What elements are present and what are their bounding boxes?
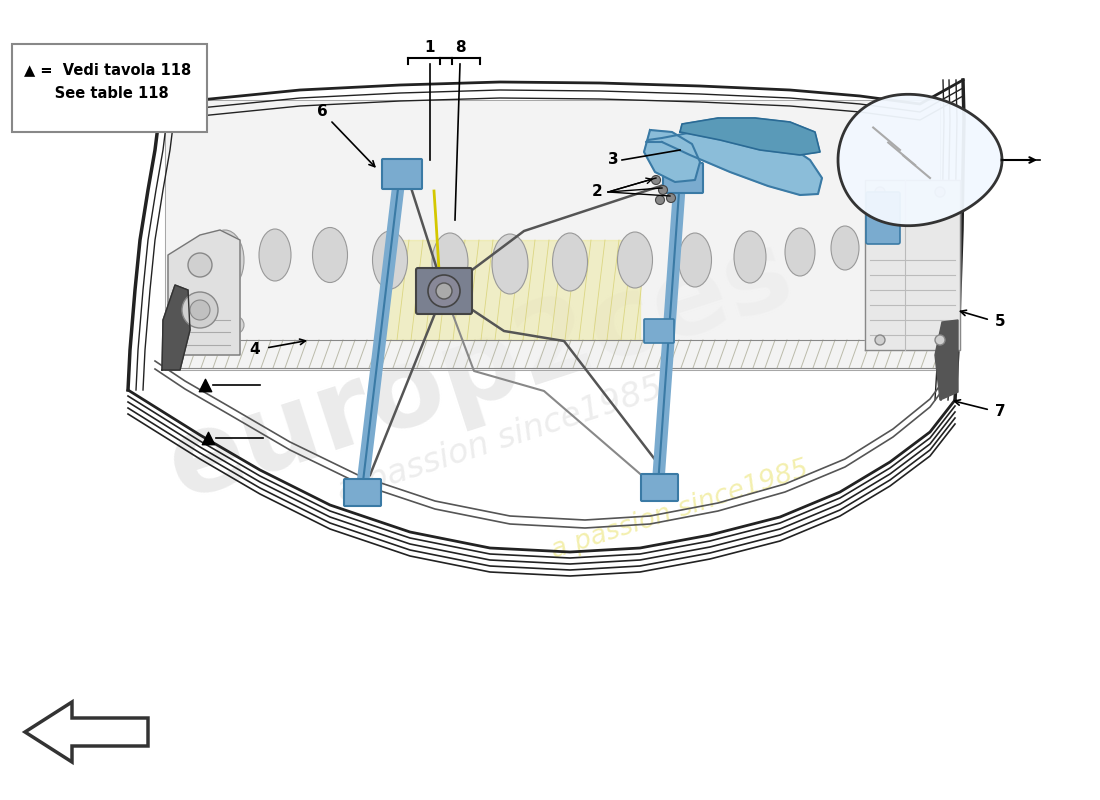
Ellipse shape [258, 229, 292, 281]
Text: See table 118: See table 118 [24, 86, 168, 101]
Text: 5: 5 [994, 314, 1005, 330]
Polygon shape [162, 285, 190, 370]
Circle shape [651, 175, 660, 185]
FancyBboxPatch shape [382, 159, 422, 189]
FancyBboxPatch shape [644, 319, 674, 343]
Polygon shape [838, 94, 1002, 226]
Polygon shape [646, 132, 822, 195]
Circle shape [190, 300, 210, 320]
Ellipse shape [206, 230, 244, 290]
Polygon shape [379, 240, 640, 340]
Circle shape [436, 283, 452, 299]
Polygon shape [644, 130, 700, 182]
Circle shape [901, 313, 918, 331]
Text: 8: 8 [454, 41, 465, 55]
Ellipse shape [830, 226, 859, 270]
Text: 1: 1 [425, 41, 436, 55]
Point [196, 378, 213, 391]
Circle shape [667, 194, 675, 202]
Circle shape [188, 253, 212, 277]
Text: ▲ =  Vedi tavola 118: ▲ = Vedi tavola 118 [24, 62, 191, 77]
Circle shape [182, 292, 218, 328]
Ellipse shape [617, 232, 652, 288]
FancyBboxPatch shape [663, 163, 703, 193]
Polygon shape [680, 118, 820, 155]
FancyBboxPatch shape [344, 479, 381, 506]
Polygon shape [165, 100, 940, 370]
Polygon shape [25, 702, 149, 762]
Ellipse shape [312, 227, 348, 282]
Point [199, 432, 217, 445]
Ellipse shape [679, 233, 712, 287]
Circle shape [874, 335, 886, 345]
Circle shape [874, 187, 886, 197]
Ellipse shape [734, 231, 766, 283]
FancyBboxPatch shape [12, 44, 207, 132]
Text: 6: 6 [317, 105, 328, 119]
Text: 3: 3 [607, 153, 618, 167]
Text: a passion since1985: a passion since1985 [333, 372, 667, 508]
Ellipse shape [552, 233, 587, 291]
Circle shape [935, 187, 945, 197]
Text: 2: 2 [592, 185, 603, 199]
Ellipse shape [872, 222, 898, 262]
Circle shape [935, 335, 945, 345]
Ellipse shape [785, 228, 815, 276]
Circle shape [659, 186, 668, 194]
Text: europ2ces: europ2ces [154, 218, 805, 522]
Circle shape [226, 316, 244, 334]
Text: 7: 7 [994, 405, 1005, 419]
Circle shape [656, 195, 664, 205]
Text: 4: 4 [250, 342, 261, 358]
Ellipse shape [492, 234, 528, 294]
Circle shape [428, 275, 460, 307]
Polygon shape [935, 320, 958, 400]
Circle shape [205, 325, 225, 345]
Polygon shape [865, 180, 960, 350]
FancyBboxPatch shape [866, 192, 900, 244]
Polygon shape [168, 230, 240, 355]
FancyBboxPatch shape [641, 474, 678, 501]
Ellipse shape [432, 233, 468, 291]
Circle shape [870, 320, 890, 340]
FancyBboxPatch shape [416, 268, 472, 314]
Ellipse shape [373, 231, 407, 289]
Text: a passion since1985: a passion since1985 [548, 456, 812, 564]
